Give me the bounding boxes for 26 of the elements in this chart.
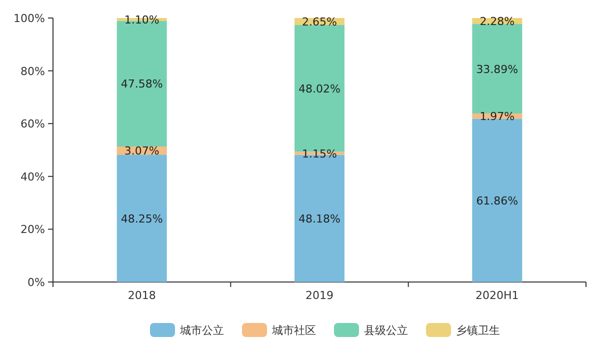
x-tick-label: 2020H1: [476, 289, 519, 302]
data-label: 3.07%: [124, 144, 160, 158]
bar: [472, 24, 522, 114]
data-label: 2.28%: [480, 15, 515, 28]
data-label: 48.25%: [120, 212, 163, 226]
x-tick-label: 2018: [128, 289, 156, 302]
data-label: 61.86%: [476, 194, 518, 208]
legend-label: 城市公立: [179, 324, 224, 337]
data-label: 48.02%: [298, 82, 340, 96]
legend-label: 乡镇卫生: [456, 324, 500, 337]
data-label: 47.58%: [120, 78, 163, 91]
x-tick-label: 2019: [306, 289, 334, 302]
y-tick-label: 40%: [20, 170, 45, 184]
legend-label: 城市社区: [271, 324, 316, 337]
y-tick-label: 0%: [28, 276, 45, 289]
y-tick-label: 20%: [20, 223, 45, 236]
data-label: 48.18%: [298, 212, 340, 226]
y-tick-label: 80%: [20, 64, 45, 78]
bar: [116, 154, 167, 282]
y-tick-label: 60%: [20, 118, 45, 131]
legend-label: 县级公立: [364, 324, 408, 337]
data-label: 33.89%: [476, 62, 518, 76]
bar: [472, 118, 522, 282]
y-tick-label: 100%: [14, 12, 45, 25]
data-label: 1.15%: [302, 147, 337, 160]
data-label: 2.65%: [302, 16, 337, 28]
